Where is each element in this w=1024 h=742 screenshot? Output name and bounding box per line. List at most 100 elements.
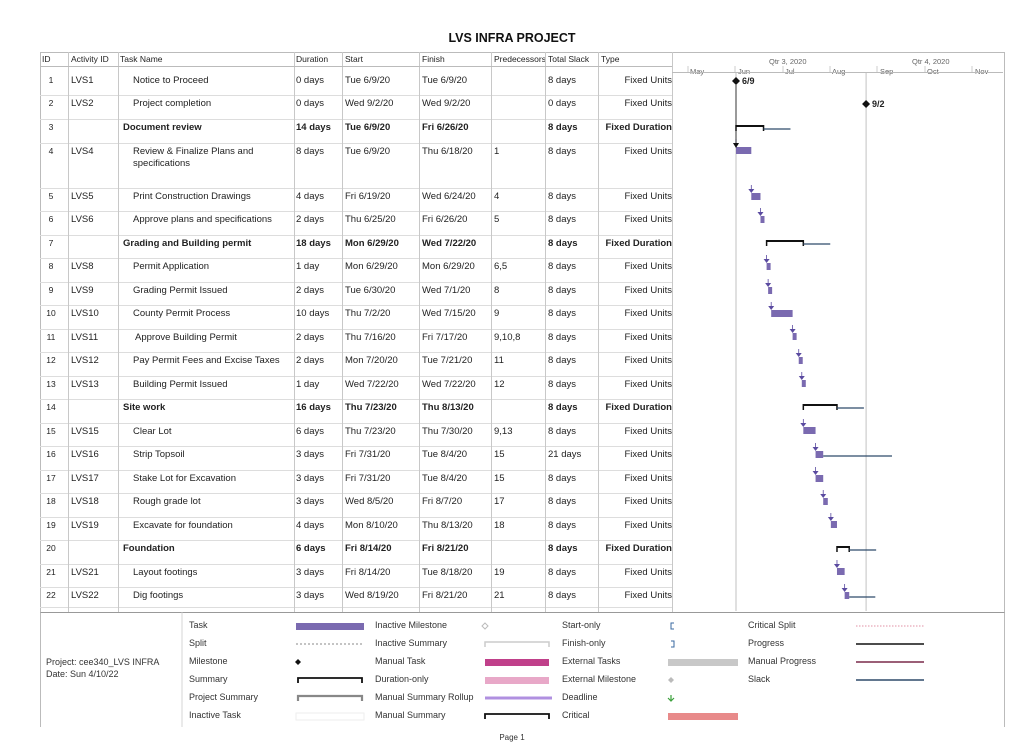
row-type: Fixed Units <box>624 449 672 460</box>
row-id: 17 <box>46 473 56 483</box>
col-header-activity-id[interactable]: Activity ID <box>71 54 109 64</box>
row-type: Fixed Units <box>624 285 672 296</box>
row-activity-id: LVS6 <box>71 214 94 225</box>
row-activity-id: LVS11 <box>71 332 99 343</box>
col-header-type[interactable]: Type <box>601 54 620 64</box>
row-activity-id: LVS5 <box>71 191 94 202</box>
legend-inactive-milestone-symbol <box>481 622 489 630</box>
row-task-name[interactable]: Review & Finalize Plans and specificatio… <box>133 146 254 169</box>
col-header-total-slack[interactable]: Total Slack <box>548 54 590 64</box>
col-header-finish[interactable]: Finish <box>422 54 445 64</box>
col-header-id[interactable]: ID <box>42 54 51 64</box>
row-type: Fixed Units <box>624 75 672 86</box>
task-bar-15 <box>803 427 816 434</box>
row-task-name[interactable]: Approve plans and specifications <box>133 214 272 225</box>
row-task-name[interactable]: Stake Lot for Excavation <box>133 473 236 484</box>
row-task-name[interactable]: Rough grade lot <box>133 496 201 507</box>
legend-task-symbol <box>296 623 364 630</box>
legend-label: Progress <box>748 638 785 648</box>
row-predecessors: 9,10,8 <box>494 332 521 343</box>
row-task-name[interactable]: Notice to Proceed <box>133 75 209 86</box>
row-start: Tue 6/9/20 <box>345 146 391 157</box>
timeline-month-jun: Jun <box>738 67 750 76</box>
row-task-name[interactable]: Excavate for foundation <box>133 520 233 531</box>
row-finish: Wed 7/22/20 <box>422 238 477 249</box>
row-task-name[interactable]: Layout footings <box>133 567 198 578</box>
row-type: Fixed Units <box>624 146 672 157</box>
row-id: 16 <box>46 449 56 459</box>
task-bar-4 <box>736 147 752 154</box>
row-start: Fri 7/31/20 <box>345 449 391 460</box>
row-total-slack: 8 days <box>548 590 576 601</box>
row-task-name[interactable]: Permit Application <box>133 261 210 272</box>
row-duration: 10 days <box>296 308 330 319</box>
row-start: Mon 7/20/20 <box>345 355 398 366</box>
row-task-name[interactable]: Clear Lot <box>133 426 172 437</box>
row-divider <box>40 423 672 424</box>
row-activity-id: LVS15 <box>71 426 99 437</box>
row-predecessors: 21 <box>494 590 505 601</box>
row-type: Fixed Units <box>624 261 672 272</box>
row-divider <box>40 305 672 306</box>
row-duration: 0 days <box>296 75 324 86</box>
row-task-name[interactable]: Print Construction Drawings <box>133 191 251 202</box>
row-type: Fixed Units <box>624 590 672 601</box>
legend-label: Milestone <box>189 656 228 666</box>
row-type: Fixed Duration <box>605 238 672 249</box>
row-finish: Tue 7/21/20 <box>422 355 473 366</box>
row-task-name[interactable]: Strip Topsoil <box>133 449 185 460</box>
legend-milestone-symbol <box>295 659 301 665</box>
row-task-name[interactable]: Grading Permit Issued <box>133 285 228 296</box>
row-id: 6 <box>48 214 54 224</box>
row-task-name[interactable]: Building Permit Issued <box>133 379 228 390</box>
row-finish: Tue 8/18/20 <box>422 567 473 578</box>
col-header-start[interactable]: Start <box>345 54 363 64</box>
timeline-quarter-4: Qtr 4, 2020 <box>912 57 950 66</box>
row-task-name[interactable]: Approve Building Permit <box>135 332 237 343</box>
row-task-name[interactable]: Project completion <box>133 98 212 109</box>
col-header-task-name[interactable]: Task Name <box>120 54 163 64</box>
row-finish: Tue 8/4/20 <box>422 473 468 484</box>
row-total-slack: 8 days <box>548 261 576 272</box>
row-divider <box>40 143 672 144</box>
row-task-name[interactable]: County Permit Process <box>133 308 231 319</box>
row-type: Fixed Units <box>624 308 672 319</box>
row-task-name[interactable]: Grading and Building permit <box>123 238 252 249</box>
row-task-name[interactable]: Document review <box>123 122 202 133</box>
legend-manual-task-symbol <box>485 659 549 666</box>
row-finish: Thu 8/13/20 <box>422 402 474 413</box>
row-id: 1 <box>48 75 54 85</box>
legend-label: Finish-only <box>562 638 606 648</box>
legend-external-milestone-symbol <box>668 677 674 683</box>
link-arrow-6 <box>757 212 764 216</box>
row-predecessors: 5 <box>494 214 500 225</box>
row-activity-id: LVS4 <box>71 146 94 157</box>
legend-label: Manual Task <box>375 656 426 666</box>
row-id: 12 <box>46 355 56 365</box>
link-arrow-15 <box>800 423 807 427</box>
column-divider <box>598 52 599 612</box>
row-task-name[interactable]: Site work <box>123 402 166 413</box>
legend-label: Manual Summary Rollup <box>375 692 474 702</box>
timeline-quarter-3: Qtr 3, 2020 <box>769 57 807 66</box>
row-total-slack: 8 days <box>548 379 576 390</box>
row-duration: 2 days <box>296 214 324 225</box>
col-header-predecessors[interactable]: Predecessors <box>494 54 546 64</box>
legend-label: Inactive Task <box>189 710 241 720</box>
row-task-name[interactable]: Dig footings <box>133 590 184 601</box>
row-finish: Fri 8/21/20 <box>422 590 468 601</box>
row-divider <box>40 258 672 259</box>
task-bar-18 <box>823 498 828 505</box>
legend-external-tasks-symbol <box>668 659 738 666</box>
timeline-month-nov: Nov <box>975 67 988 76</box>
project-date: Date: Sun 4/10/22 <box>46 669 119 679</box>
row-start: Thu 7/2/20 <box>345 308 391 319</box>
row-finish: Thu 7/30/20 <box>422 426 473 437</box>
row-task-name[interactable]: Pay Permit Fees and Excise Taxes <box>133 355 280 366</box>
page-footer: Page 1 <box>499 733 525 742</box>
col-header-duration[interactable]: Duration <box>296 54 329 64</box>
row-duration: 0 days <box>296 98 324 109</box>
row-start: Thu 6/25/20 <box>345 214 396 225</box>
row-task-name[interactable]: Foundation <box>123 543 175 554</box>
row-activity-id: LVS2 <box>71 98 94 109</box>
